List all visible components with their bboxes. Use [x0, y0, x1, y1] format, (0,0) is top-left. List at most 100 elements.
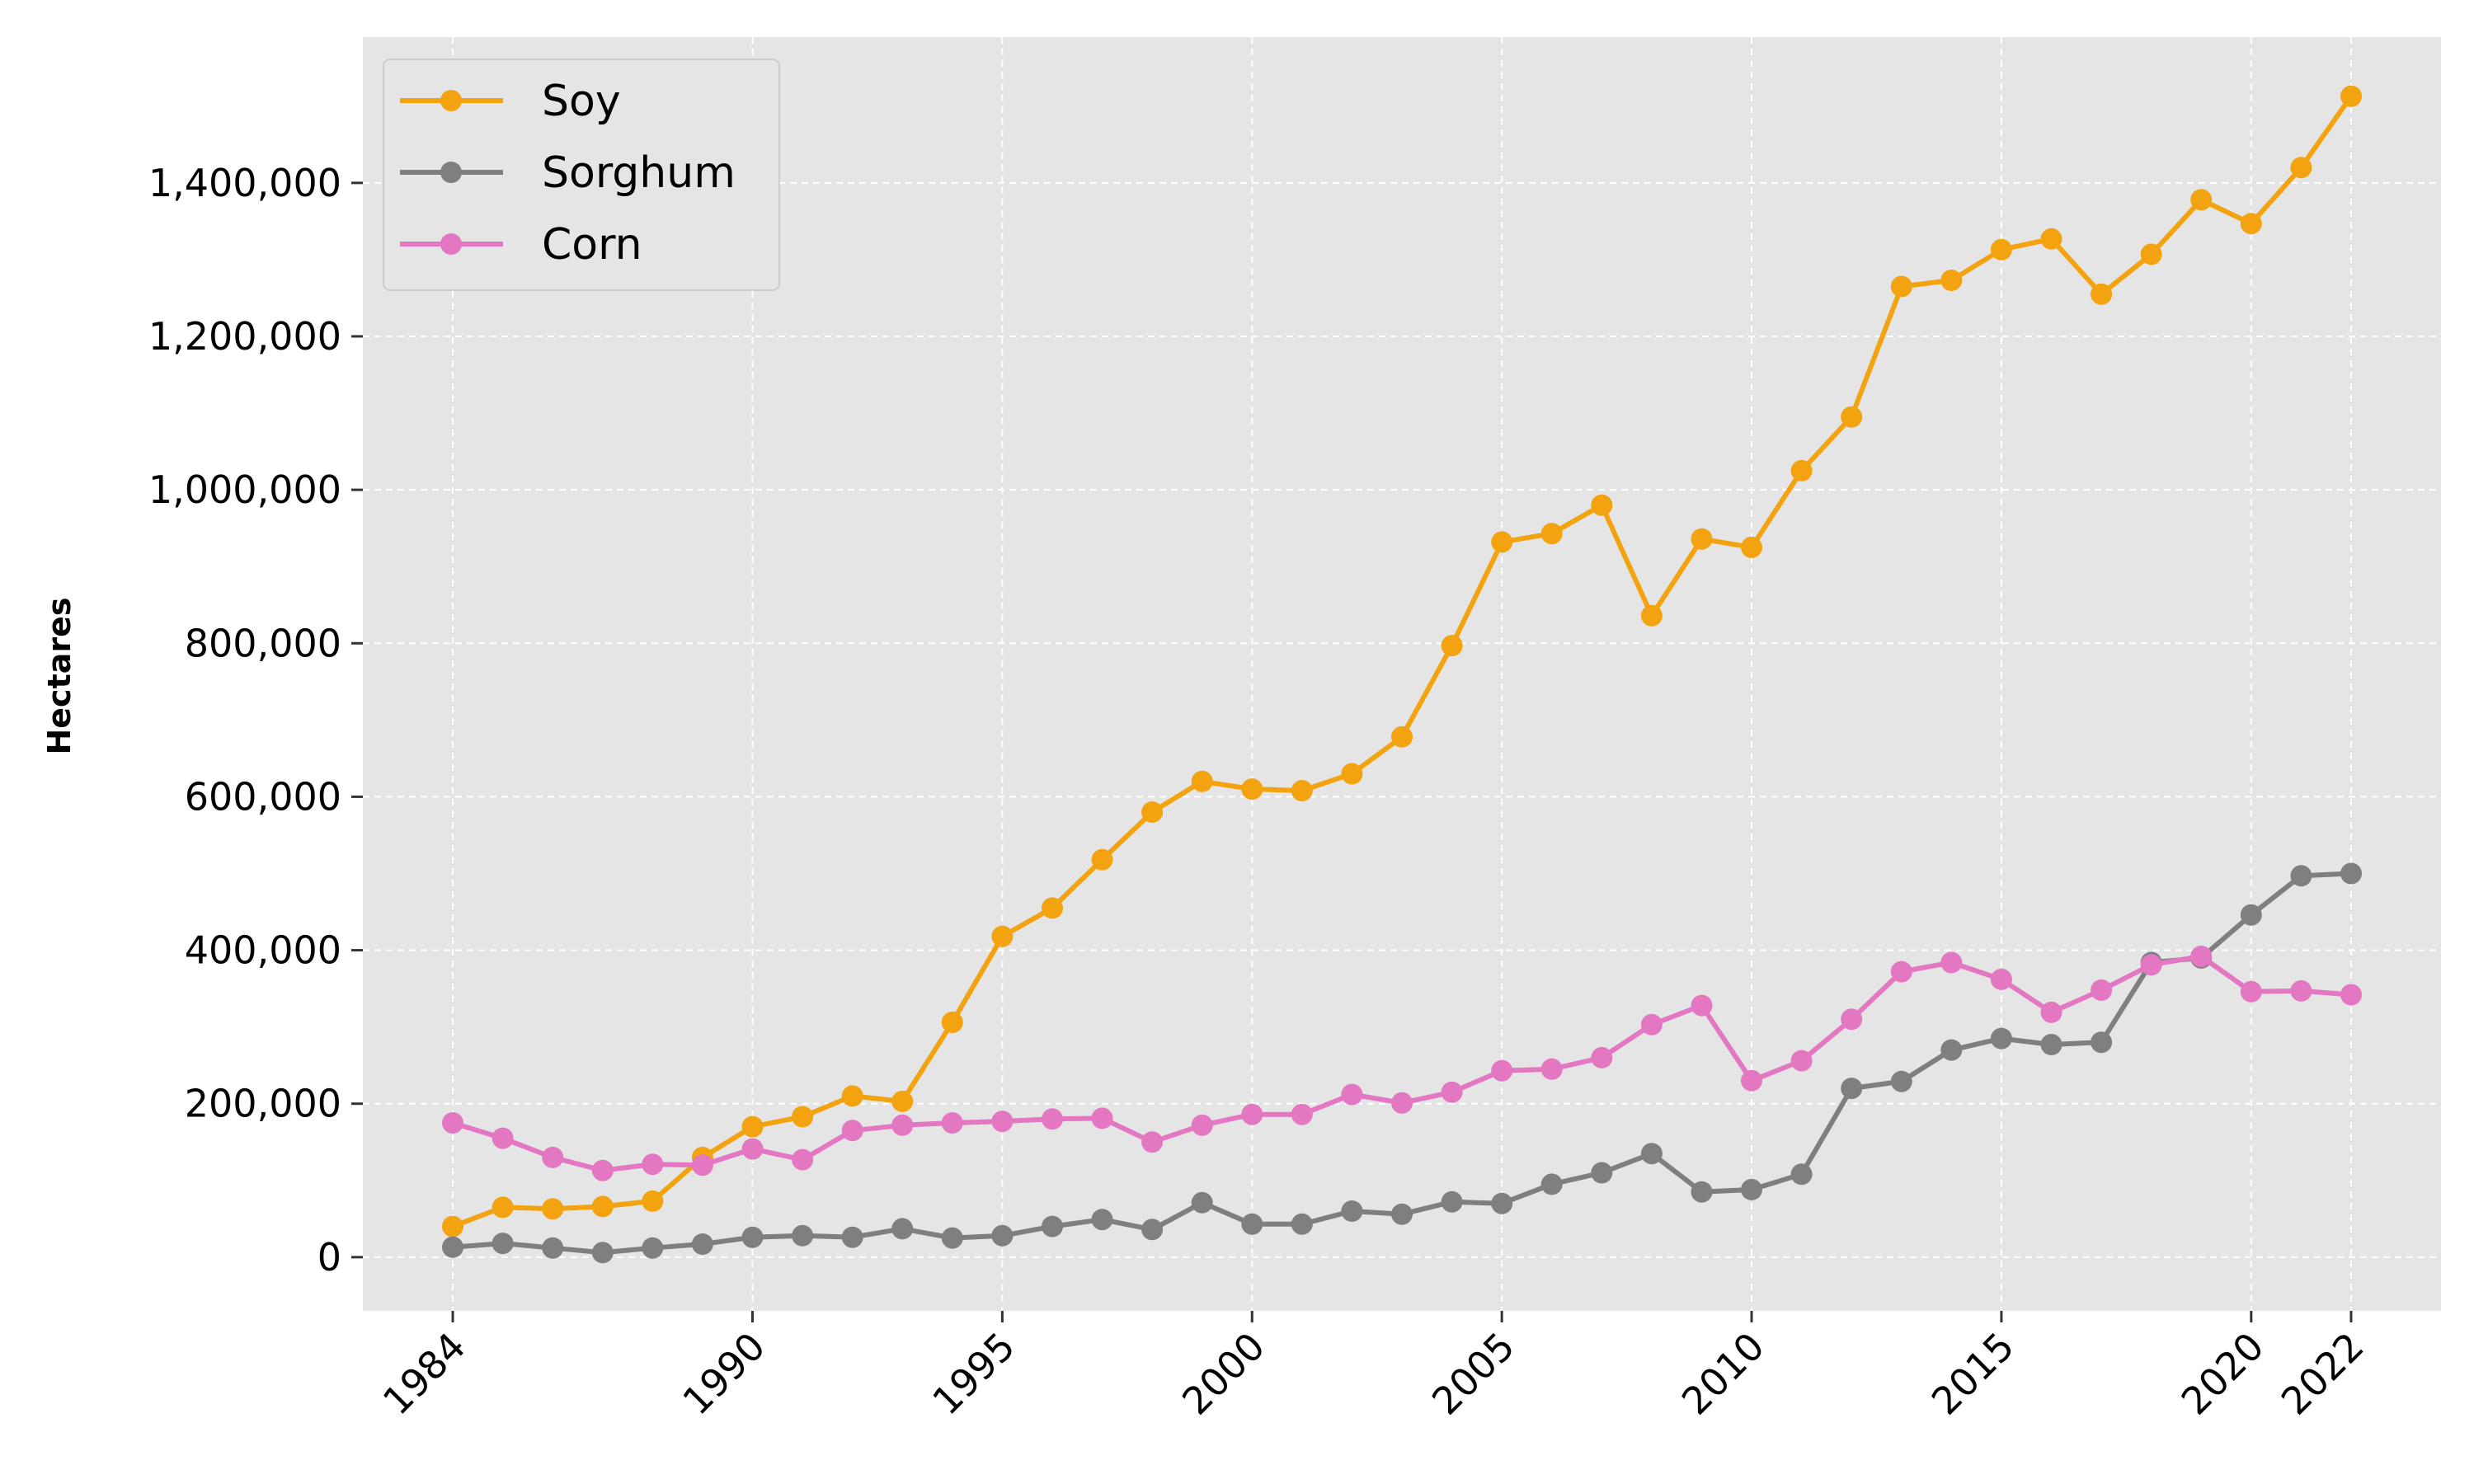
corn-data-point	[741, 1138, 764, 1160]
corn-data-point	[1091, 1107, 1113, 1129]
sorghum-data-point	[1691, 1181, 1713, 1203]
sorghum-data-point	[1091, 1209, 1113, 1231]
corn-data-point	[1741, 1069, 1762, 1092]
corn-data-point	[1441, 1081, 1463, 1103]
x-tick-label: 2000	[1174, 1324, 1273, 1424]
sorghum-data-point	[891, 1218, 914, 1240]
sorghum-data-point	[2340, 862, 2362, 885]
soy-data-point	[1441, 635, 1463, 657]
corn-data-point	[2290, 979, 2312, 1002]
soy-data-point	[1491, 531, 1513, 553]
soy-data-point	[542, 1198, 564, 1220]
corn-data-point	[1540, 1058, 1563, 1080]
soy-data-point	[991, 925, 1014, 947]
soy-data-point	[1042, 897, 1063, 919]
sorghum-data-point	[1391, 1203, 1413, 1225]
soy-data-point	[1341, 763, 1363, 785]
sorghum-data-point	[2091, 1031, 2113, 1054]
legend-corn-marker	[440, 233, 462, 255]
x-tick-label: 1984	[374, 1324, 474, 1424]
soy-data-point	[2240, 213, 2262, 235]
x-tick-label: 2020	[2173, 1324, 2273, 1424]
soy-data-point	[1141, 801, 1164, 823]
y-axis-title: Hectares	[41, 597, 78, 754]
soy-data-point	[1191, 770, 1213, 792]
soy-data-point	[2290, 157, 2312, 179]
y-tick-label: 200,000	[185, 1082, 341, 1126]
series-group	[442, 85, 2362, 1264]
corn-data-point	[2340, 984, 2362, 1006]
soy-data-point	[1940, 270, 1963, 291]
sorghum-data-point	[741, 1226, 764, 1248]
soy-data-point	[1391, 726, 1413, 748]
sorghum-data-point	[1790, 1163, 1813, 1186]
corn-data-point	[2190, 946, 2213, 967]
sorghum-data-point	[691, 1233, 713, 1255]
x-tick-label: 1990	[674, 1324, 774, 1424]
corn-data-point	[1841, 1008, 1863, 1031]
soy-data-point	[1241, 778, 1263, 801]
sorghum-data-point	[2040, 1034, 2062, 1055]
sorghum-data-point	[792, 1224, 814, 1247]
legend-soy-marker	[440, 90, 462, 111]
sorghum-data-point	[1441, 1190, 1463, 1213]
y-tick-label: 800,000	[185, 621, 341, 665]
corn-data-point	[492, 1127, 514, 1149]
y-tick-label: 400,000	[185, 928, 341, 973]
sorghum-data-point	[1640, 1143, 1663, 1165]
soy-data-point	[442, 1215, 463, 1237]
x-tick-label: 2005	[1423, 1324, 1523, 1424]
x-tick-label: 1995	[924, 1324, 1023, 1424]
corn-data-point	[1491, 1059, 1513, 1082]
soy-data-point	[1640, 604, 1663, 627]
soy-data-point	[1591, 494, 1613, 516]
corn-data-point	[891, 1114, 914, 1136]
legend-soy-label: Soy	[542, 77, 621, 126]
corn-data-point	[1341, 1083, 1363, 1106]
sorghum-data-point	[542, 1237, 564, 1259]
corn-data-point	[1691, 994, 1713, 1017]
sorghum-data-point	[642, 1237, 664, 1259]
soy-data-point	[741, 1115, 764, 1138]
soy-data-point	[1291, 780, 1313, 801]
sorghum-data-point	[1890, 1070, 1912, 1092]
corn-data-point	[1990, 968, 2012, 990]
soy-data-point	[1990, 238, 2012, 261]
soy-data-point	[2190, 189, 2213, 211]
corn-data-point	[1940, 951, 1963, 974]
corn-data-point	[1191, 1114, 1213, 1136]
corn-data-point	[1790, 1050, 1813, 1072]
corn-data-point	[792, 1148, 814, 1171]
soy-data-point	[2091, 283, 2113, 305]
soy-data-point	[1790, 459, 1813, 481]
corn-data-point	[2140, 954, 2162, 976]
sorghum-data-point	[991, 1224, 1014, 1247]
soy-data-point	[1741, 536, 1762, 558]
y-tick-label: 600,000	[185, 774, 341, 819]
soy-data-point	[1540, 523, 1563, 545]
x-tick-label: 2010	[1673, 1324, 1773, 1424]
corn-data-point	[691, 1154, 713, 1176]
corn-data-point	[1890, 960, 1912, 983]
corn-data-point	[2040, 1001, 2062, 1023]
corn-data-point	[841, 1120, 863, 1142]
corn-data-point	[1291, 1103, 1313, 1125]
sorghum-data-point	[2240, 904, 2262, 926]
corn-data-point	[1391, 1092, 1413, 1114]
x-tick-label: 2015	[1923, 1324, 2023, 1424]
sorghum-data-point	[442, 1236, 463, 1258]
sorghum-data-point	[1341, 1200, 1363, 1222]
corn-data-point	[941, 1112, 963, 1134]
soy-data-point	[2040, 228, 2062, 250]
sorghum-data-point	[941, 1227, 963, 1249]
soy-data-point	[642, 1190, 664, 1212]
sorghum-data-point	[1241, 1213, 1263, 1235]
sorghum-data-point	[1291, 1213, 1313, 1235]
corn-data-point	[1141, 1131, 1164, 1153]
soy-data-point	[1691, 528, 1713, 550]
legend-corn-label: Corn	[542, 220, 642, 270]
sorghum-data-point	[841, 1226, 863, 1248]
sorghum-data-point	[1141, 1219, 1164, 1241]
sorghum-data-point	[1491, 1192, 1513, 1214]
sorghum-data-point	[1990, 1027, 2012, 1050]
